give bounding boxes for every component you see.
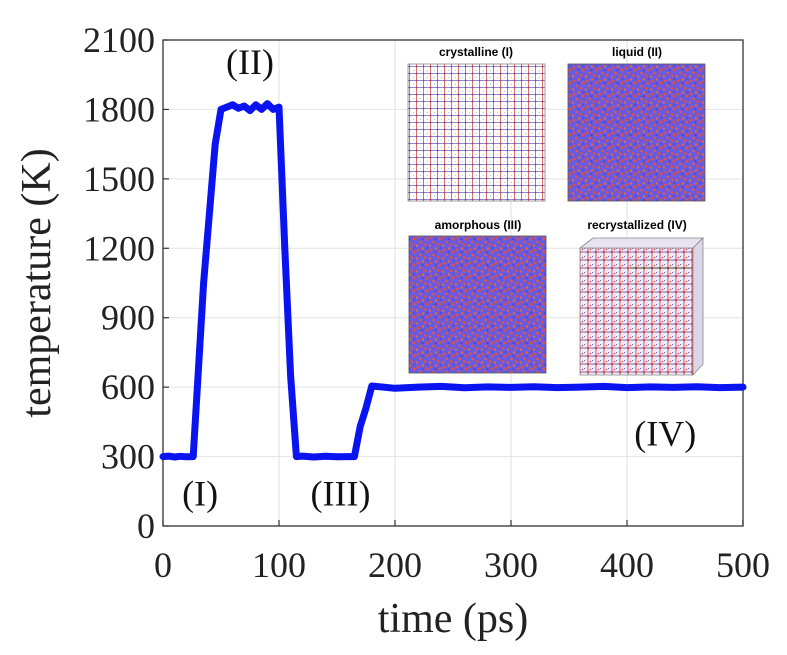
phase-label-IV: (IV) — [634, 413, 696, 453]
x-tick-label: 0 — [154, 545, 172, 585]
axes-box — [162, 39, 744, 527]
x-tick-label: 300 — [484, 545, 538, 585]
y-tick-label: 1500 — [83, 159, 155, 199]
inset-amorphous-image — [408, 235, 547, 374]
inset-title-crystalline: crystalline (I) — [439, 45, 513, 59]
y-tick-label: 300 — [101, 437, 155, 477]
inset-title-amorphous: amorphous (III) — [435, 218, 522, 232]
phase-label-I: (I) — [182, 474, 218, 514]
inset-recrystallized-image — [578, 237, 704, 377]
y-tick-label: 600 — [101, 367, 155, 407]
inset-liquid-image — [567, 63, 706, 202]
inset-panels: crystalline (I) liquid (II) amorphous (I… — [407, 45, 706, 377]
axis-ticks: 0 100 200 300 400 500 0 300 600 900 1200 1500 1800 21… — [83, 20, 770, 585]
y-tick-label: 1200 — [83, 228, 155, 268]
inset-crystalline-image — [407, 63, 546, 202]
temperature-series-line — [159, 100, 747, 461]
inset-title-liquid: liquid (II) — [612, 45, 662, 59]
y-tick-label: 1800 — [83, 89, 155, 129]
x-axis-label: time (ps) — [378, 596, 528, 642]
phase-label-II: (II) — [226, 42, 274, 82]
y-tick-label: 0 — [137, 506, 155, 546]
y-tick-label: 2100 — [83, 20, 155, 60]
y-tick-label: 900 — [101, 298, 155, 338]
x-tick-label: 100 — [252, 545, 306, 585]
x-tick-label: 200 — [368, 545, 422, 585]
x-tick-label: 400 — [600, 545, 654, 585]
phase-label-III: (III) — [311, 474, 371, 514]
x-tick-label: 500 — [716, 545, 770, 585]
inset-title-recrystallized: recrystallized (IV) — [587, 218, 686, 232]
y-axis-label: temperature (K) — [14, 148, 60, 417]
